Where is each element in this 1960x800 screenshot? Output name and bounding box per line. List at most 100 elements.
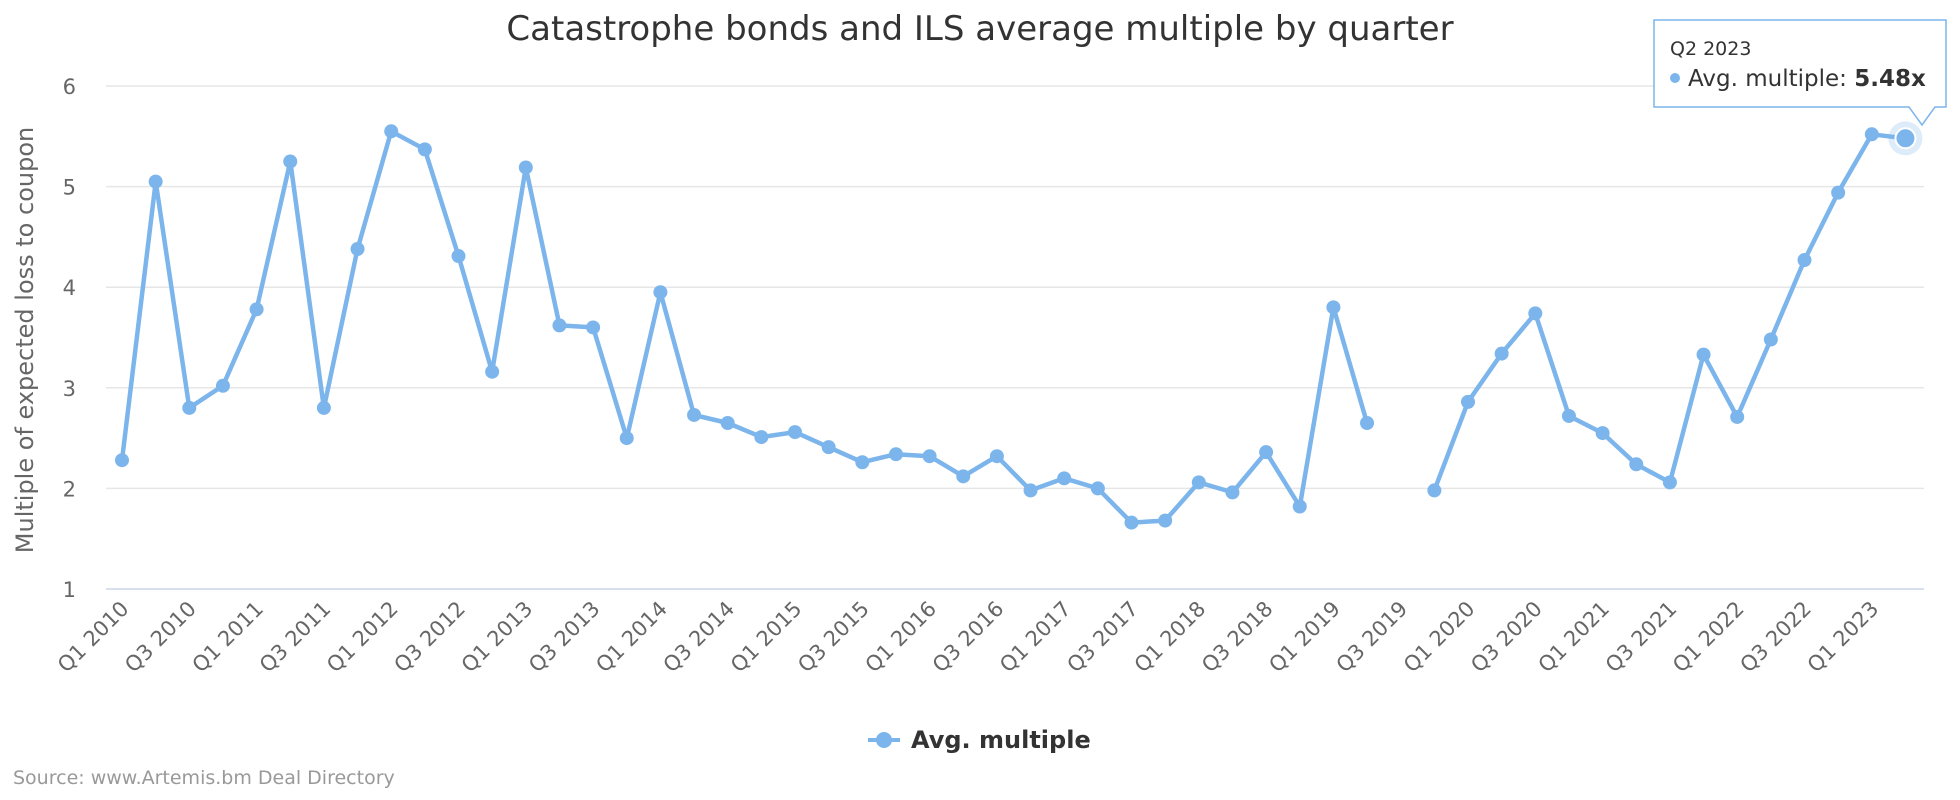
y-axis-title: Multiple of expected loss to coupon (11, 127, 39, 553)
series-points[interactable] (115, 121, 1923, 530)
data-point[interactable] (1461, 394, 1475, 409)
data-point[interactable] (653, 285, 668, 300)
data-point[interactable] (1864, 127, 1879, 142)
data-point[interactable] (552, 318, 567, 333)
data-point[interactable] (1797, 253, 1812, 268)
data-point[interactable] (1057, 471, 1072, 486)
legend-marker-icon (876, 732, 892, 748)
x-tick-label: Q1 2018 (1130, 597, 1211, 678)
data-point[interactable] (182, 400, 197, 415)
y-tick-label: 6 (63, 75, 76, 99)
tooltip-box (1653, 19, 1947, 127)
x-tick-label: Q1 2014 (591, 597, 672, 678)
y-tick-label: 4 (63, 276, 76, 300)
data-point[interactable] (855, 455, 870, 470)
x-tick-label: Q1 2016 (861, 597, 942, 678)
data-point[interactable] (215, 378, 230, 393)
y-tick-label: 3 (63, 377, 76, 401)
x-tick-label: Q1 2017 (995, 597, 1076, 678)
data-point[interactable] (1360, 416, 1375, 431)
credits[interactable]: Source: www.Artemis.bm Deal Directory (13, 767, 395, 789)
x-tick-label: Q3 2018 (1197, 597, 1278, 678)
data-point[interactable] (1225, 485, 1240, 500)
data-point[interactable] (148, 174, 163, 189)
data-point[interactable] (1124, 515, 1139, 530)
data-point[interactable] (922, 449, 937, 464)
data-point[interactable] (1427, 483, 1442, 498)
data-point[interactable] (1730, 409, 1745, 424)
data-point[interactable] (1023, 483, 1038, 498)
x-tick-label: Q1 2010 (53, 597, 134, 678)
y-tick-label: 2 (63, 477, 76, 501)
data-point[interactable] (1259, 445, 1274, 460)
data-point[interactable] (788, 425, 802, 440)
data-point[interactable] (485, 364, 500, 379)
data-point[interactable] (720, 416, 735, 431)
data-point[interactable] (1158, 513, 1173, 528)
x-tick-label: Q3 2015 (793, 597, 874, 678)
data-point[interactable] (1292, 499, 1307, 514)
x-tick-label: Q1 2022 (1668, 597, 1749, 678)
x-tick-label: Q3 2013 (524, 597, 605, 678)
chart-title: Catastrophe bonds and ILS average multip… (506, 9, 1453, 49)
data-point[interactable] (619, 431, 634, 446)
data-point[interactable] (1763, 332, 1778, 347)
data-point[interactable] (687, 407, 702, 422)
x-tick-label: Q3 2012 (389, 597, 470, 678)
data-point[interactable] (384, 124, 399, 139)
data-point[interactable] (754, 430, 769, 445)
data-point[interactable] (249, 302, 264, 317)
data-point[interactable] (1595, 426, 1610, 441)
data-point[interactable] (989, 449, 1004, 464)
data-point[interactable] (1561, 408, 1576, 423)
y-tick-label: 5 (63, 176, 76, 200)
tooltip: Q2 2023 Avg. multiple: 5.48x (1653, 19, 1947, 127)
y-axis: 1 2 3 4 5 6 (63, 75, 76, 602)
tooltip-value: 5.48x (1854, 66, 1926, 92)
data-point[interactable] (1090, 481, 1105, 496)
data-point[interactable] (1326, 300, 1341, 315)
data-point[interactable] (1528, 306, 1543, 321)
x-tick-label: Q3 2014 (659, 597, 740, 678)
legend-label: Avg. multiple (911, 726, 1091, 754)
data-point-highlighted[interactable] (1894, 127, 1917, 150)
data-point[interactable] (586, 320, 601, 335)
data-point[interactable] (1831, 185, 1846, 200)
tooltip-series-label: Avg. multiple: (1688, 66, 1854, 92)
tooltip-header: Q2 2023 (1670, 38, 1751, 60)
x-tick-label: Q3 2022 (1735, 597, 1816, 678)
data-point[interactable] (518, 160, 533, 175)
data-point[interactable] (888, 447, 903, 462)
data-point[interactable] (451, 249, 466, 264)
data-point[interactable] (956, 469, 971, 484)
grid (106, 85, 1924, 490)
data-point[interactable] (350, 241, 365, 256)
x-tick-label: Q3 2021 (1601, 597, 1682, 678)
data-point[interactable] (1494, 346, 1509, 361)
data-point[interactable] (1696, 347, 1711, 362)
legend-item-avg-multiple[interactable]: Avg. multiple (868, 726, 1091, 754)
data-point[interactable] (115, 453, 129, 468)
x-tick-label: Q1 2013 (457, 597, 538, 678)
data-point[interactable] (1629, 457, 1644, 472)
x-tick-label: Q3 2019 (1332, 597, 1413, 678)
x-tick-label: Q1 2019 (1264, 597, 1345, 678)
x-tick-label: Q3 2017 (1062, 597, 1143, 678)
x-tick-label: Q1 2011 (188, 597, 269, 678)
x-tick-label: Q3 2010 (120, 597, 201, 678)
x-tick-label: Q1 2015 (726, 597, 807, 678)
x-tick-label: Q3 2011 (255, 597, 336, 678)
data-point[interactable] (283, 154, 298, 169)
data-point[interactable] (1662, 475, 1677, 490)
tooltip-series-marker-icon (1670, 73, 1680, 83)
data-point[interactable] (417, 142, 432, 157)
x-tick-label: Q3 2016 (928, 597, 1009, 678)
data-point[interactable] (1191, 475, 1206, 490)
x-tick-label: Q3 2020 (1466, 597, 1547, 678)
data-point[interactable] (821, 440, 836, 455)
x-tick-label: Q1 2012 (322, 597, 403, 678)
data-point[interactable] (316, 400, 331, 415)
y-tick-label: 1 (63, 578, 76, 602)
